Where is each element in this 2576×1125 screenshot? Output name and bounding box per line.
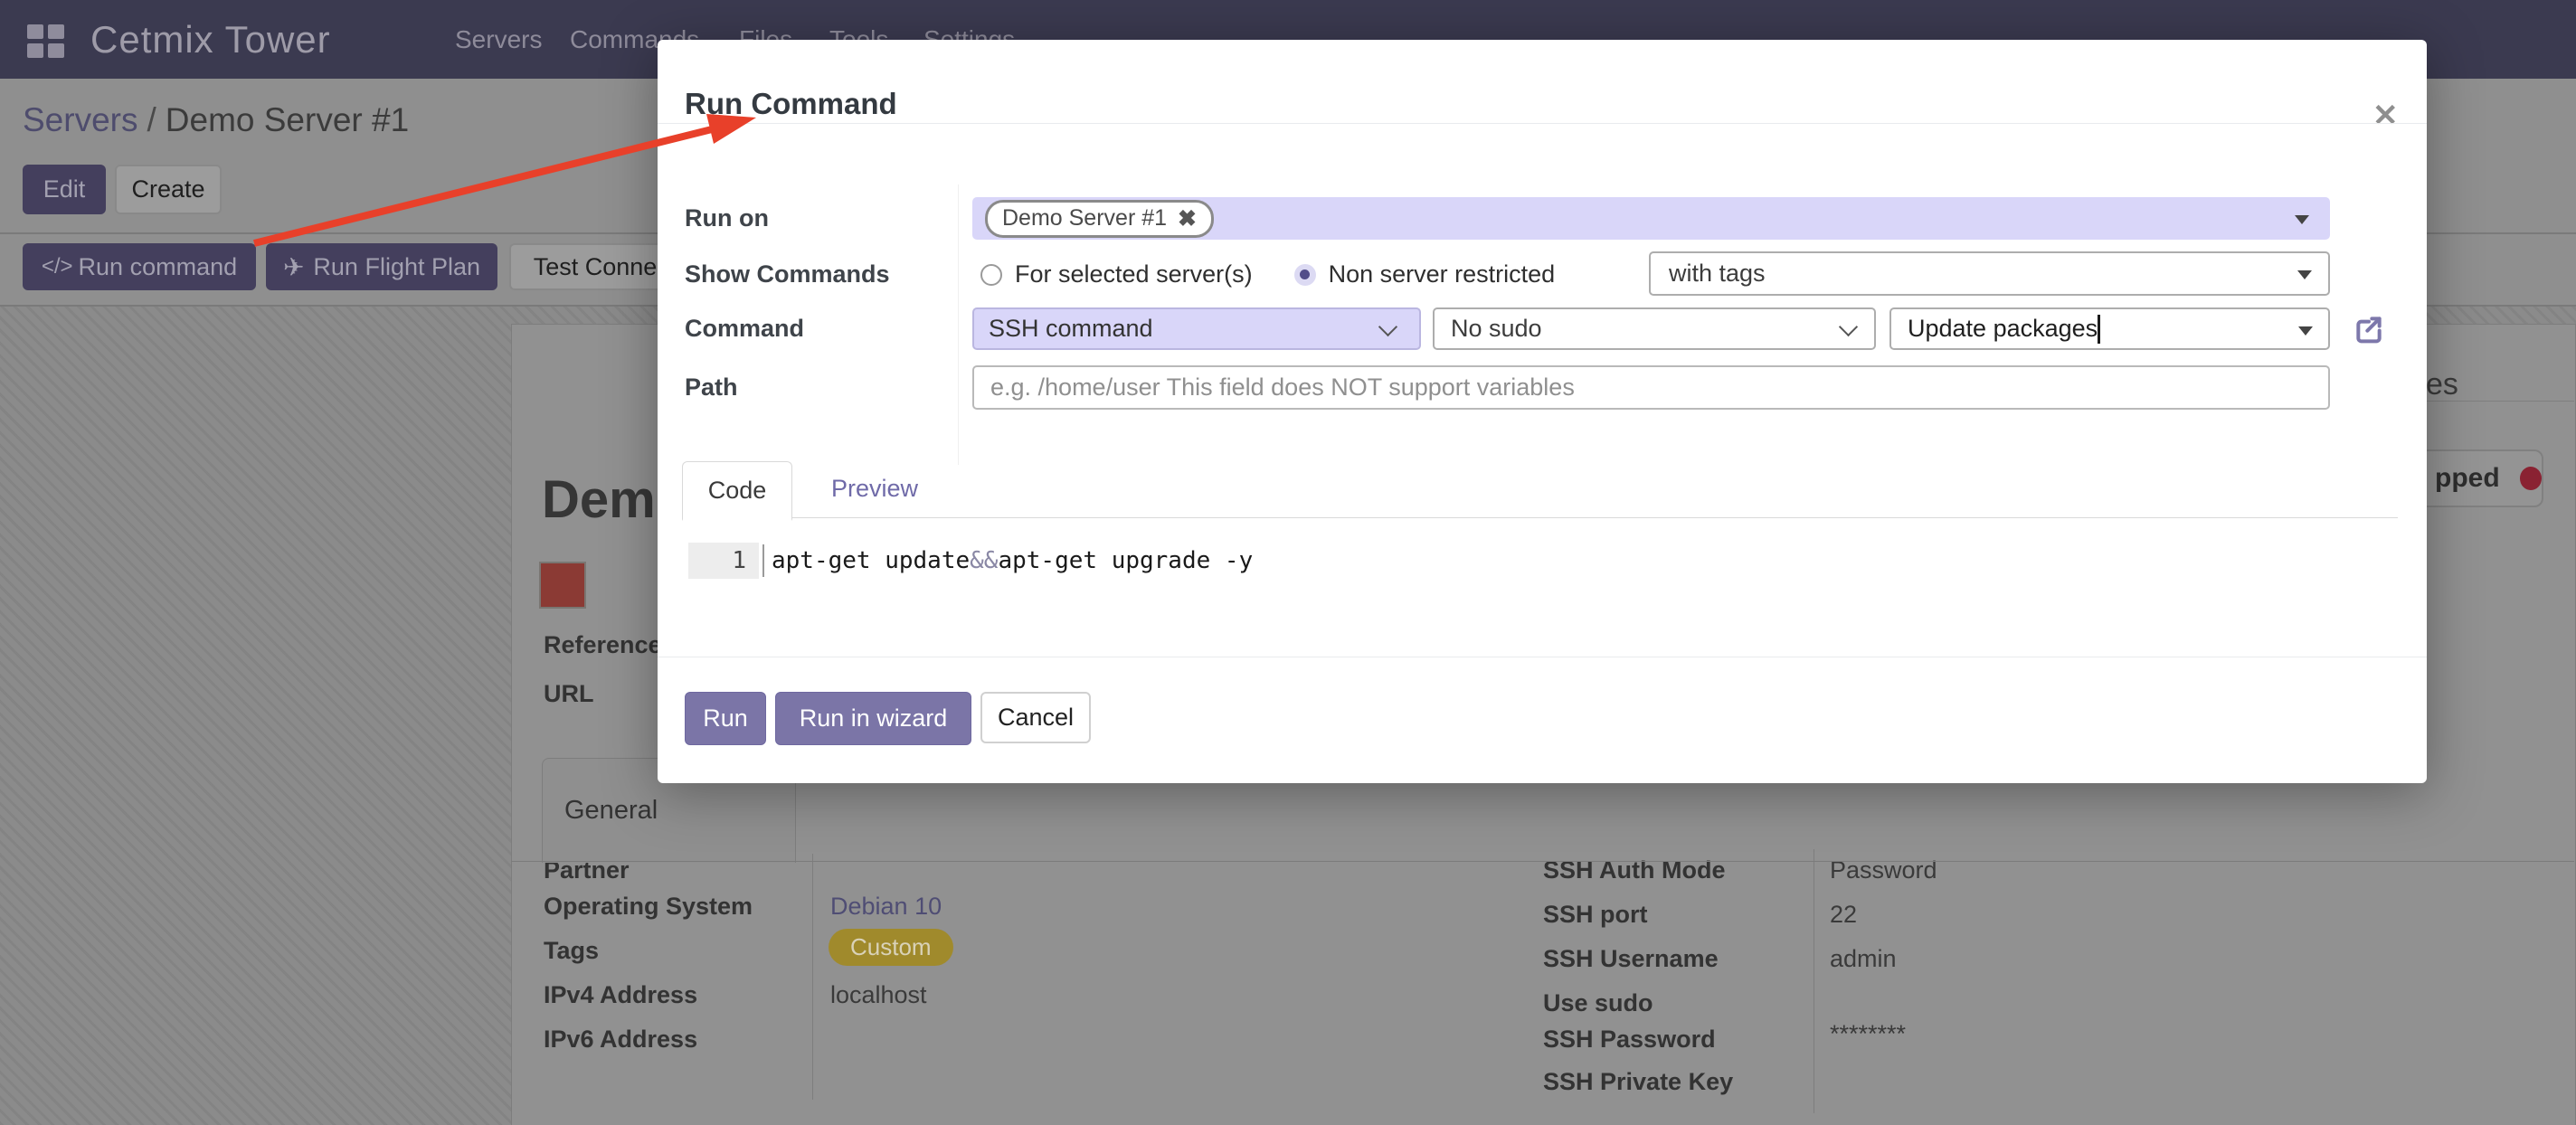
code-text: apt-get upgrade -y	[998, 547, 1254, 574]
column-separator	[812, 854, 813, 1100]
reference-label: Reference	[544, 630, 662, 658]
path-input[interactable]: e.g. /home/user This field does NOT supp…	[972, 365, 2330, 410]
ssh-auth-mode-value: Password	[1830, 856, 1937, 884]
status-dot-icon	[2519, 467, 2542, 490]
ssh-password-label: SSH Password	[1543, 1025, 1716, 1053]
run-in-wizard-button[interactable]: Run in wizard	[775, 692, 971, 745]
partial-smart-button-label[interactable]: es	[2426, 366, 2458, 402]
apps-grid-icon[interactable]	[27, 24, 65, 58]
server-tag-pill[interactable]: Demo Server #1 ✖	[985, 199, 1214, 238]
plane-icon: ✈	[282, 252, 305, 281]
code-brackets-icon: </>	[41, 254, 73, 279]
run-command-modal: Run Command ✕ Run on Demo Server #1 ✖ Sh…	[658, 40, 2427, 783]
dropdown-caret-icon[interactable]	[2295, 215, 2309, 224]
tags-label: Tags	[544, 936, 600, 964]
server-title-heading: Demo	[542, 470, 664, 529]
tabs-divider	[685, 517, 2398, 518]
tab-preview[interactable]: Preview	[831, 474, 919, 502]
show-commands-label: Show Commands	[685, 260, 890, 288]
ssh-private-key-label: SSH Private Key	[1543, 1067, 1734, 1095]
ipv6-label: IPv6 Address	[544, 1025, 698, 1053]
ssh-username-value: admin	[1830, 944, 1897, 972]
server-color-swatch	[539, 562, 586, 609]
text-cursor	[2098, 314, 2101, 344]
use-sudo-label: Use sudo	[1543, 988, 1653, 1016]
nav-item-servers[interactable]: Servers	[455, 24, 543, 53]
test-connection-button[interactable]: Test Conne	[509, 243, 681, 290]
command-value: Update packages	[1908, 315, 2098, 342]
ssh-password-value: ********	[1830, 1019, 1907, 1047]
radio-non-server-restricted[interactable]	[1293, 263, 1316, 286]
edit-button[interactable]: Edit	[23, 165, 106, 214]
path-label: Path	[685, 373, 738, 401]
breadcrumb: Servers / Demo Server #1	[23, 101, 409, 139]
ipv4-label: IPv4 Address	[544, 980, 698, 1008]
dropdown-caret-icon[interactable]	[2298, 326, 2313, 336]
dropdown-caret-icon[interactable]	[2297, 270, 2312, 279]
tag-filter-select[interactable]: with tags	[1649, 251, 2330, 296]
tag-remove-icon[interactable]: ✖	[1178, 205, 1197, 232]
radio-for-selected-servers[interactable]	[980, 263, 1002, 286]
operating-system-value[interactable]: Debian 10	[830, 892, 942, 920]
chevron-down-icon	[1838, 317, 1859, 337]
tab-code[interactable]: Code	[682, 461, 792, 521]
close-icon[interactable]: ✕	[2372, 99, 2399, 133]
divider	[511, 861, 2574, 862]
run-flight-plan-label: Run Flight Plan	[313, 252, 481, 280]
status-badge-stopped[interactable]: pped	[2406, 449, 2543, 507]
external-link-icon[interactable]	[2351, 310, 2387, 348]
ssh-username-label: SSH Username	[1543, 944, 1719, 972]
code-cursor	[762, 544, 764, 577]
modal-header-divider	[658, 123, 2427, 124]
status-badge-label: pped	[2435, 463, 2500, 493]
divider	[2420, 401, 2574, 402]
modal-title: Run Command	[685, 87, 897, 120]
chevron-down-icon	[1378, 317, 1398, 337]
run-command-label: Run command	[78, 252, 238, 280]
ipv4-value: localhost	[830, 980, 927, 1008]
breadcrumb-current: Demo Server #1	[165, 101, 410, 138]
command-combobox[interactable]: Update packages	[1889, 307, 2330, 350]
run-on-label: Run on	[685, 204, 769, 232]
create-button[interactable]: Create	[115, 165, 222, 214]
run-flight-plan-button[interactable]: ✈ Run Flight Plan	[266, 243, 497, 290]
command-label: Command	[685, 315, 805, 342]
path-placeholder: e.g. /home/user This field does NOT supp…	[990, 373, 1575, 401]
radio-group-show-commands: For selected server(s) Non server restri…	[980, 253, 1555, 296]
operating-system-label: Operating System	[544, 892, 753, 920]
code-operator: &&	[970, 547, 999, 574]
ssh-port-value: 22	[1830, 900, 1858, 928]
run-on-field[interactable]: Demo Server #1 ✖	[972, 197, 2330, 240]
cancel-button[interactable]: Cancel	[980, 692, 1091, 743]
command-type-select[interactable]: SSH command	[972, 307, 1421, 350]
breadcrumb-separator: /	[147, 101, 156, 138]
code-line[interactable]: apt-get update && apt-get upgrade -y	[772, 543, 1253, 579]
sudo-select[interactable]: No sudo	[1433, 307, 1876, 350]
ssh-port-label: SSH port	[1543, 900, 1648, 928]
server-tag-label: Demo Server #1	[1002, 205, 1168, 231]
tag-badge: Custom	[829, 929, 953, 966]
command-type-value: SSH command	[989, 315, 1153, 342]
radio-for-selected-servers-label[interactable]: For selected server(s)	[1015, 260, 1253, 288]
url-label: URL	[544, 679, 594, 707]
code-text: apt-get update	[772, 547, 971, 574]
run-button[interactable]: Run	[685, 692, 766, 745]
app-brand[interactable]: Cetmix Tower	[90, 17, 331, 61]
radio-non-server-restricted-label[interactable]: Non server restricted	[1328, 260, 1556, 288]
sudo-value: No sudo	[1451, 315, 1542, 342]
ssh-auth-mode-label: SSH Auth Mode	[1543, 856, 1726, 884]
run-command-button[interactable]: </> Run command	[23, 243, 256, 290]
tag-custom[interactable]: Custom	[829, 929, 953, 966]
code-line-number: 1	[688, 543, 759, 579]
label-column-separator	[958, 184, 959, 465]
tag-filter-value: with tags	[1669, 260, 1766, 287]
breadcrumb-servers-link[interactable]: Servers	[23, 101, 138, 138]
